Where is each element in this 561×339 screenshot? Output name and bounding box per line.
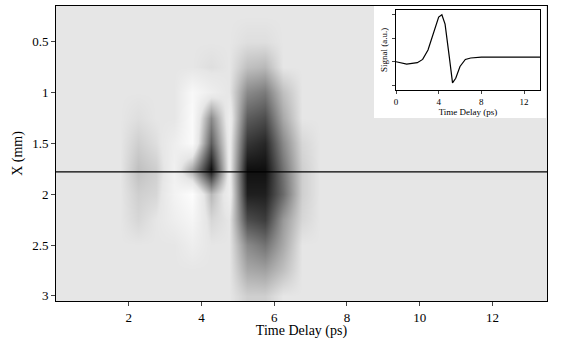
- svg-text:2.5: 2.5: [32, 238, 48, 253]
- svg-text:4: 4: [198, 310, 205, 325]
- svg-text:0: 0: [394, 97, 399, 107]
- svg-text:Time Delay (ps): Time Delay (ps): [256, 323, 348, 339]
- svg-text:0.5: 0.5: [32, 34, 48, 49]
- svg-text:3: 3: [42, 288, 49, 303]
- svg-text:8: 8: [479, 97, 484, 107]
- svg-text:2: 2: [125, 310, 132, 325]
- svg-text:X (mm): X (mm): [10, 131, 26, 176]
- svg-text:8: 8: [344, 310, 351, 325]
- svg-text:1: 1: [42, 85, 49, 100]
- svg-text:Time Delay (ps): Time Delay (ps): [439, 107, 498, 117]
- svg-text:12: 12: [520, 97, 529, 107]
- svg-text:12: 12: [486, 310, 499, 325]
- svg-text:1.5: 1.5: [32, 136, 48, 151]
- svg-text:10: 10: [413, 310, 426, 325]
- svg-text:6: 6: [271, 310, 278, 325]
- svg-text:Signal (a.u.): Signal (a.u.): [379, 28, 389, 72]
- svg-text:4: 4: [436, 97, 441, 107]
- svg-text:2: 2: [42, 187, 49, 202]
